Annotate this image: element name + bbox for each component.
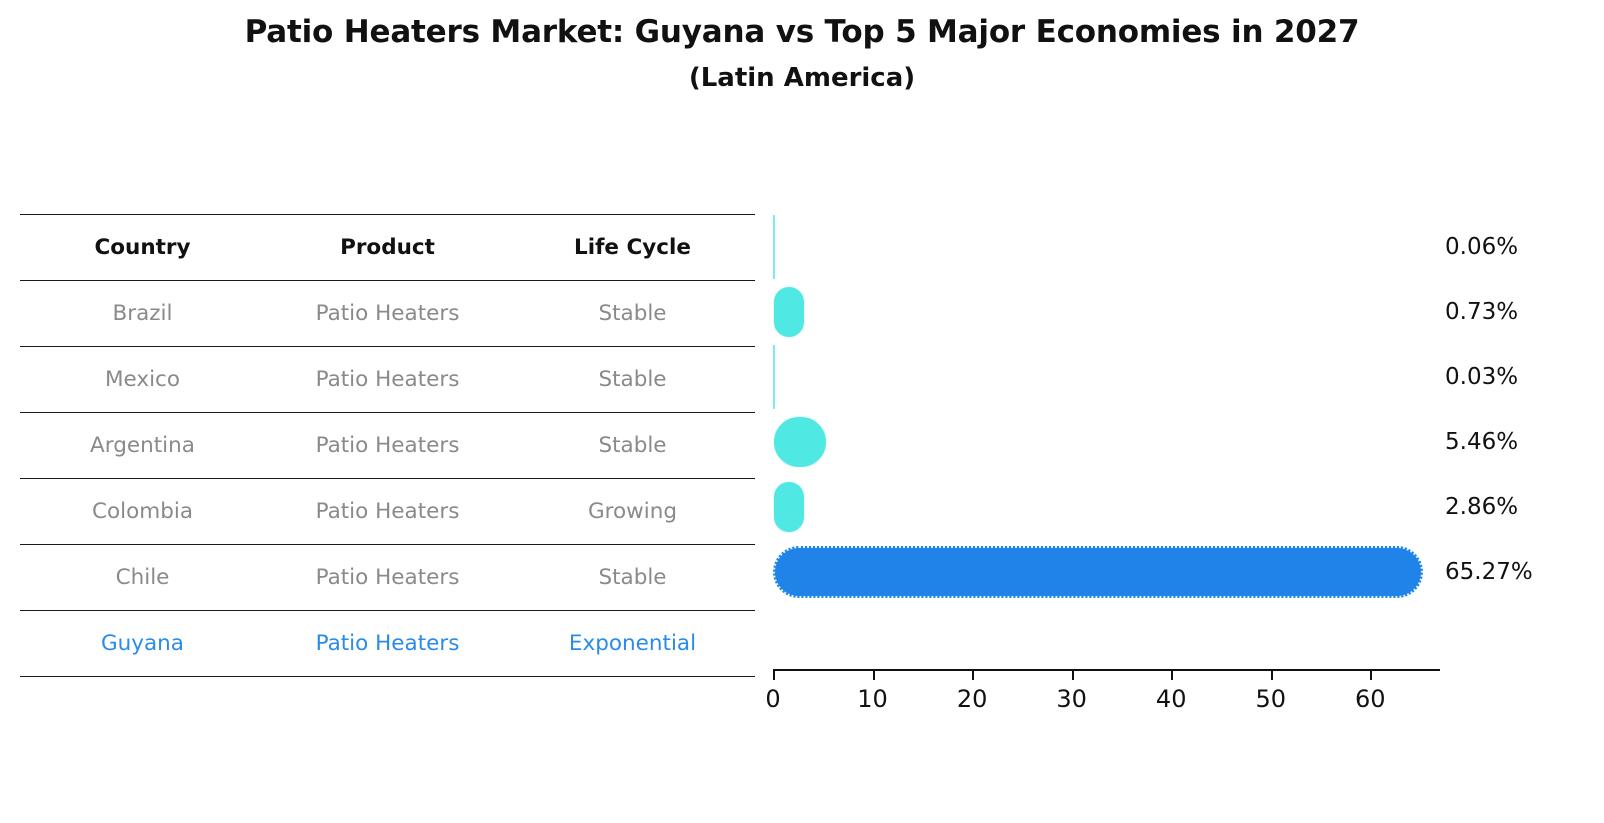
bar-argentina	[773, 344, 775, 409]
bar-chart: 0.06% 0.73% 0.03% 5.46% 2.86% 65.27% 0 10…	[765, 214, 1533, 713]
x-axis-tick-label: 40	[1155, 685, 1187, 713]
bar-row-mexico: 0.73%	[773, 279, 1518, 344]
bar-row-chile: 2.86%	[773, 474, 1518, 539]
column-header-life-cycle: Life Cycle	[510, 214, 755, 281]
page-title: Patio Heaters Market: Guyana vs Top 5 Ma…	[244, 14, 1360, 50]
bar-value-chile: 2.86%	[1445, 493, 1519, 520]
bar-value-brazil: 0.06%	[1445, 233, 1519, 260]
column-header-country: Country	[20, 214, 265, 281]
cell-product: Patio Heaters	[265, 478, 510, 545]
cell-country: Brazil	[20, 280, 265, 347]
chart-title-block: Patio Heaters Market: Guyana vs Top 5 Ma…	[0, 14, 1604, 93]
cell-life-cycle: Stable	[510, 412, 755, 479]
bar-chile	[773, 480, 806, 533]
x-axis-tick	[1171, 671, 1174, 680]
bar-value-guyana: 65.27%	[1445, 558, 1533, 585]
bar-row-argentina: 0.03%	[773, 344, 1518, 409]
table-row-highlighted: Guyana Patio Heaters Exponential	[20, 610, 755, 677]
x-axis-tick-label: 10	[857, 685, 888, 713]
x-axis-tick	[1370, 671, 1373, 680]
cell-product: Patio Heaters	[265, 544, 510, 611]
x-axis-tick	[972, 671, 975, 680]
cell-life-cycle: Stable	[510, 280, 755, 347]
bar-brazil	[773, 214, 775, 279]
cell-product: Patio Heaters	[265, 346, 510, 413]
bar-row-brazil: 0.06%	[773, 214, 1518, 279]
plot-area: 0.06% 0.73% 0.03% 5.46% 2.86% 65.27%	[773, 214, 1533, 669]
cell-country: Guyana	[20, 610, 265, 677]
bar-mexico	[773, 285, 806, 338]
x-axis-tick	[1071, 671, 1074, 680]
cell-country: Mexico	[20, 346, 265, 413]
table-row: Brazil Patio Heaters Stable	[20, 280, 755, 347]
cell-life-cycle: Growing	[510, 478, 755, 545]
bar-row-guyana: 65.27%	[773, 539, 1533, 604]
table-row: Chile Patio Heaters Stable	[20, 544, 755, 611]
x-axis-tick	[773, 671, 775, 680]
x-axis-tick	[1270, 671, 1273, 680]
cell-country: Argentina	[20, 412, 265, 479]
table-row: Argentina Patio Heaters Stable	[20, 412, 755, 479]
table-row: Colombia Patio Heaters Growing	[20, 478, 755, 545]
country-metadata-table: Country Product Life Cycle Brazil Patio …	[20, 214, 755, 677]
bar-value-colombia: 5.46%	[1445, 428, 1519, 455]
bar-value-mexico: 0.73%	[1445, 298, 1519, 325]
x-axis-tick-label: 0	[765, 685, 781, 713]
x-axis-tick-label: 60	[1355, 685, 1386, 713]
cell-product: Patio Heaters	[265, 610, 510, 677]
cell-life-cycle: Stable	[510, 346, 755, 413]
cell-life-cycle: Stable	[510, 544, 755, 611]
bar-guyana	[773, 545, 1423, 598]
page-subtitle: (Latin America)	[688, 62, 916, 93]
bar-value-argentina: 0.03%	[1445, 363, 1519, 390]
table-row: Mexico Patio Heaters Stable	[20, 346, 755, 413]
table-header-row: Country Product Life Cycle	[20, 214, 755, 281]
x-axis: 0 10 20 30 40 50 60	[765, 669, 1440, 713]
cell-product: Patio Heaters	[265, 412, 510, 479]
column-header-product: Product	[265, 214, 510, 281]
bar-colombia	[773, 415, 828, 468]
cell-country: Colombia	[20, 478, 265, 545]
x-axis-tick-label: 50	[1255, 685, 1287, 713]
bar-row-colombia: 5.46%	[773, 409, 1518, 474]
x-axis-tick	[872, 671, 875, 680]
x-axis-tick-label: 20	[956, 685, 988, 713]
cell-life-cycle: Exponential	[510, 610, 755, 677]
x-axis-tick-label: 30	[1056, 685, 1087, 713]
cell-country: Chile	[20, 544, 265, 611]
cell-product: Patio Heaters	[265, 280, 510, 347]
country-metadata-table-wrapper: Country Product Life Cycle Brazil Patio …	[20, 214, 755, 677]
